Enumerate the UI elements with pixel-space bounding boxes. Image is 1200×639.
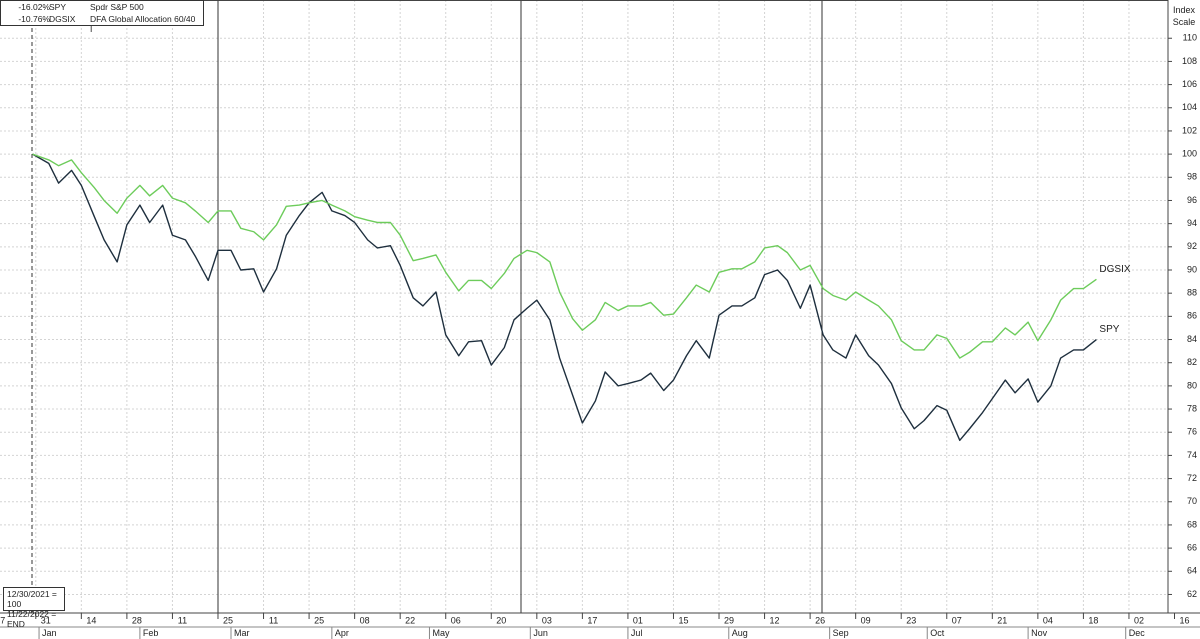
legend-row: -16.02% SPY Spdr S&P 500 (4, 2, 200, 12)
x-tick-label: 25 (223, 615, 233, 625)
month-label: Dec (1129, 628, 1146, 638)
y-tick-label: 104 (1182, 102, 1197, 112)
y-tick-label: 76 (1187, 427, 1197, 437)
y-tick-label: 110 (1183, 33, 1197, 43)
x-tick-label: 03 (542, 615, 552, 625)
x-tick-label: 23 (906, 615, 916, 625)
series-lines: SPY DGSIX (32, 153, 1131, 442)
x-tick-label: 11 (269, 615, 278, 625)
x-tick-label: 17 (0, 615, 5, 625)
legend-symbol: DGSIX (49, 14, 76, 24)
month-label: Jul (631, 628, 643, 638)
month-label: Oct (930, 628, 945, 638)
x-tick-label: 20 (496, 615, 506, 625)
month-label: Sep (833, 628, 849, 638)
y-tick-label: 98 (1187, 172, 1197, 182)
legend-change: -10.76% (18, 14, 50, 24)
x-tick-label: 07 (952, 615, 962, 625)
y-tick-label: 78 (1187, 403, 1197, 413)
month-label: Feb (143, 628, 159, 638)
x-tick-label: 28 (132, 615, 142, 625)
y-tick-label: 108 (1182, 56, 1197, 66)
x-tick-label: 25 (314, 615, 324, 625)
x-tick-label: 17 (587, 615, 597, 625)
x-tick-label: 11 (178, 615, 187, 625)
annotation: 11/22/2022 = END (7, 609, 57, 629)
x-tick-label: 31 (41, 615, 51, 625)
y-tick-label: 84 (1187, 334, 1197, 344)
legend: -16.02% SPY Spdr S&P 500 -10.76% DGSIX D… (0, 0, 204, 34)
y-tick-label: 68 (1187, 519, 1197, 529)
annotation: 12/30/2021 = 100 (7, 589, 57, 609)
y-tick-label: 62 (1187, 589, 1197, 599)
y-tick-label: 92 (1187, 241, 1197, 251)
x-tick-label: 09 (861, 615, 871, 625)
x-tick-label: 16 (1179, 615, 1189, 625)
x-tick-label: 06 (451, 615, 461, 625)
x-tick-label: 22 (405, 615, 415, 625)
series-line (32, 153, 1097, 442)
grid (0, 0, 1168, 613)
y-tick-label: 80 (1187, 380, 1197, 390)
x-tick-label: 01 (633, 615, 643, 625)
x-tick-label: 04 (1043, 615, 1053, 625)
month-label: Jun (533, 628, 548, 638)
y-axis: 62 64 66 68 70 72 74 76 78 80 82 84 86 88 90 92 94 96 98 10… (1168, 33, 1197, 599)
x-tick-label: 21 (997, 615, 1007, 625)
legend-description: Spdr S&P 500 (90, 2, 144, 12)
x-tick-label: 18 (1088, 615, 1098, 625)
y-tick-label: 94 (1187, 218, 1197, 228)
x-tick-label: 15 (678, 615, 688, 625)
x-tick-label: 29 (724, 615, 734, 625)
y-tick-label: 96 (1187, 195, 1197, 205)
x-axis: 17 31 14 28 11 25 11 25 08 22 06 20 03 17 01 15 29 12 26 09… (0, 613, 1190, 639)
month-label: Aug (732, 628, 748, 638)
series-line (32, 153, 1097, 359)
y-tick-label: 88 (1187, 288, 1197, 298)
month-label: Jan (42, 628, 57, 638)
y-tick-label: 74 (1187, 450, 1197, 460)
y-tick-label: 100 (1182, 148, 1197, 158)
legend-symbol: SPY (49, 2, 67, 12)
annotation-box: 12/30/2021 = 100 11/22/2022 = END (3, 587, 65, 629)
month-label: May (432, 628, 450, 638)
x-tick-label: 02 (1134, 615, 1144, 625)
y-tick-label: 70 (1187, 496, 1197, 506)
y-tick-label: 64 (1187, 566, 1197, 576)
series-end-label: DGSIX (1099, 264, 1130, 275)
y-tick-label: 72 (1187, 473, 1197, 483)
y-tick-label: 86 (1187, 311, 1197, 321)
y-tick-label: 106 (1182, 79, 1197, 89)
x-tick-label: 26 (815, 615, 825, 625)
series-end-label: SPY (1099, 324, 1119, 335)
y-tick-label: 82 (1187, 357, 1197, 367)
month-label: Mar (234, 628, 250, 638)
y-axis-title: Index Scale (1172, 5, 1196, 27)
month-label: Nov (1031, 628, 1048, 638)
month-label: Apr (335, 628, 349, 638)
y-tick-label: 66 (1187, 542, 1197, 552)
x-tick-label: 08 (360, 615, 370, 625)
x-tick-label: 14 (86, 615, 96, 625)
legend-description: DFA Global Allocation 60/40 I (90, 14, 196, 34)
y-tick-label: 102 (1182, 125, 1197, 135)
legend-change: -16.02% (18, 2, 50, 12)
x-tick-label: 12 (770, 615, 780, 625)
y-tick-label: 90 (1187, 264, 1197, 274)
legend-row: -10.76% DGSIX DFA Global Allocation 60/4… (4, 14, 200, 34)
